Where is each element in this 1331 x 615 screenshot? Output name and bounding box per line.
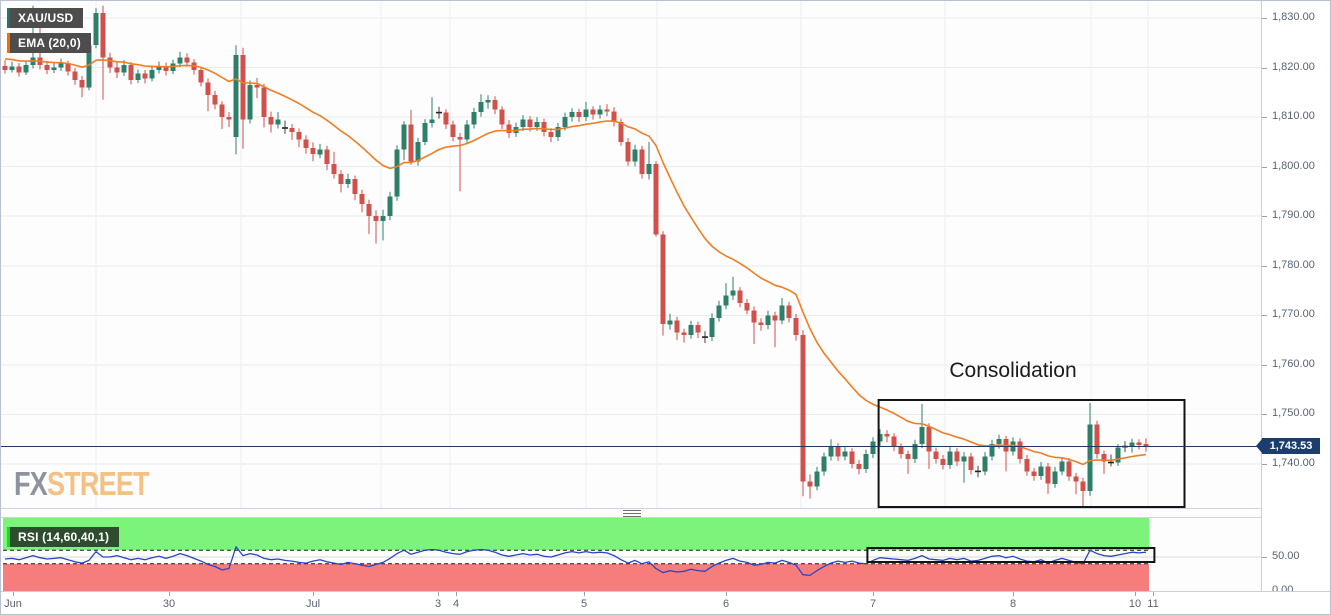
ema-color-bar — [7, 33, 10, 53]
symbol-label-text: XAU/USD — [18, 11, 74, 25]
date-axis-tick — [873, 592, 874, 596]
date-axis-tick — [456, 592, 457, 596]
date-axis-tick — [1153, 592, 1154, 596]
fxstreet-logo-fx: FX — [14, 465, 48, 502]
date-axis-tick — [726, 592, 727, 596]
date-axis-label: 5 — [580, 598, 588, 610]
date-axis-label: 6 — [722, 598, 730, 610]
price-axis-label: 1,760.00 — [1272, 358, 1315, 370]
price-axis-tick — [1262, 315, 1267, 316]
date-axis-label: Jun — [4, 598, 22, 610]
date-axis-tick — [313, 592, 314, 596]
fxstreet-logo-street: STREET — [46, 465, 150, 502]
price-axis-tick — [1262, 365, 1267, 366]
date-axis-label: 11 — [1147, 598, 1159, 610]
rsi-plot[interactable] — [1, 518, 1261, 591]
date-axis-label: Jul — [305, 598, 321, 610]
price-axis-tick — [1262, 216, 1267, 217]
price-axis-label: 1,750.00 — [1272, 407, 1315, 419]
price-axis-tick — [1262, 266, 1267, 267]
price-axis-label: 1,820.00 — [1272, 61, 1315, 73]
consolidation-box — [877, 399, 1186, 508]
date-axis-label: 30 — [162, 598, 176, 610]
rsi-axis-tick — [1262, 557, 1267, 558]
consolidation-annotation: Consolidation — [949, 359, 1077, 382]
price-axis-label: 1,830.00 — [1272, 11, 1315, 23]
rsi-indicator-label: RSI (14,60,40,1) — [7, 527, 120, 547]
date-axis-tick — [13, 592, 14, 596]
rsi-overbought-zone — [3, 518, 1149, 551]
date-axis-label: 8 — [1009, 598, 1017, 610]
rsi-color-bar — [7, 527, 10, 547]
price-axis-tick — [1262, 464, 1267, 465]
date-axis-label: 4 — [452, 598, 460, 610]
date-axis-label: 7 — [869, 598, 877, 610]
date-axis-tick — [584, 592, 585, 596]
pane-divider-top — [1, 508, 1330, 509]
ema-line — [4, 58, 1147, 466]
ema-label-text: EMA (20,0) — [18, 36, 81, 50]
price-axis[interactable]: 1,743.53 1,830.00 1,820.00 1,810.00 1,80… — [1256, 1, 1330, 596]
date-axis-label: 10 — [1128, 598, 1142, 610]
date-axis-tick — [169, 592, 170, 596]
date-axis[interactable]: Jun 30 Jul 3 4 5 6 7 8 10 11 — [1, 591, 1330, 614]
price-axis-tick — [1262, 18, 1267, 19]
price-axis-label: 1,780.00 — [1272, 259, 1315, 271]
date-axis-tick — [1135, 592, 1136, 596]
ema-indicator-label: EMA (20,0) — [7, 33, 91, 53]
price-axis-label: 1,740.00 — [1272, 457, 1315, 469]
price-axis-tick — [1262, 68, 1267, 69]
pane-resize-grip-icon[interactable] — [623, 510, 641, 517]
price-axis-tick — [1262, 414, 1267, 415]
symbol-color-bar — [7, 8, 10, 28]
price-axis-label: 1,810.00 — [1272, 110, 1315, 122]
current-price-value: 1,743.53 — [1269, 440, 1313, 452]
price-axis-label: 1,800.00 — [1272, 160, 1315, 172]
date-axis-tick — [438, 592, 439, 596]
rsi-line — [4, 546, 1147, 577]
date-axis-tick — [1013, 592, 1014, 596]
price-axis-label: 1,790.00 — [1272, 209, 1315, 221]
rsi-consolidation-box — [866, 547, 1156, 563]
date-axis-label: 3 — [434, 598, 442, 610]
pane-divider-bottom — [1, 517, 1330, 518]
rsi-label-text: RSI (14,60,40,1) — [18, 530, 110, 544]
symbol-label: XAU/USD — [7, 8, 84, 28]
price-axis-tick — [1262, 117, 1267, 118]
candlestick-plot[interactable] — [1, 1, 1261, 508]
price-axis-label: 1,770.00 — [1272, 308, 1315, 320]
price-axis-tick — [1262, 167, 1267, 168]
rsi-axis-label: 50.00 — [1272, 550, 1300, 562]
fxstreet-logo: FXSTREET — [14, 465, 150, 503]
current-price-badge: 1,743.53 — [1256, 438, 1320, 454]
rsi-oversold-zone — [3, 563, 1149, 591]
